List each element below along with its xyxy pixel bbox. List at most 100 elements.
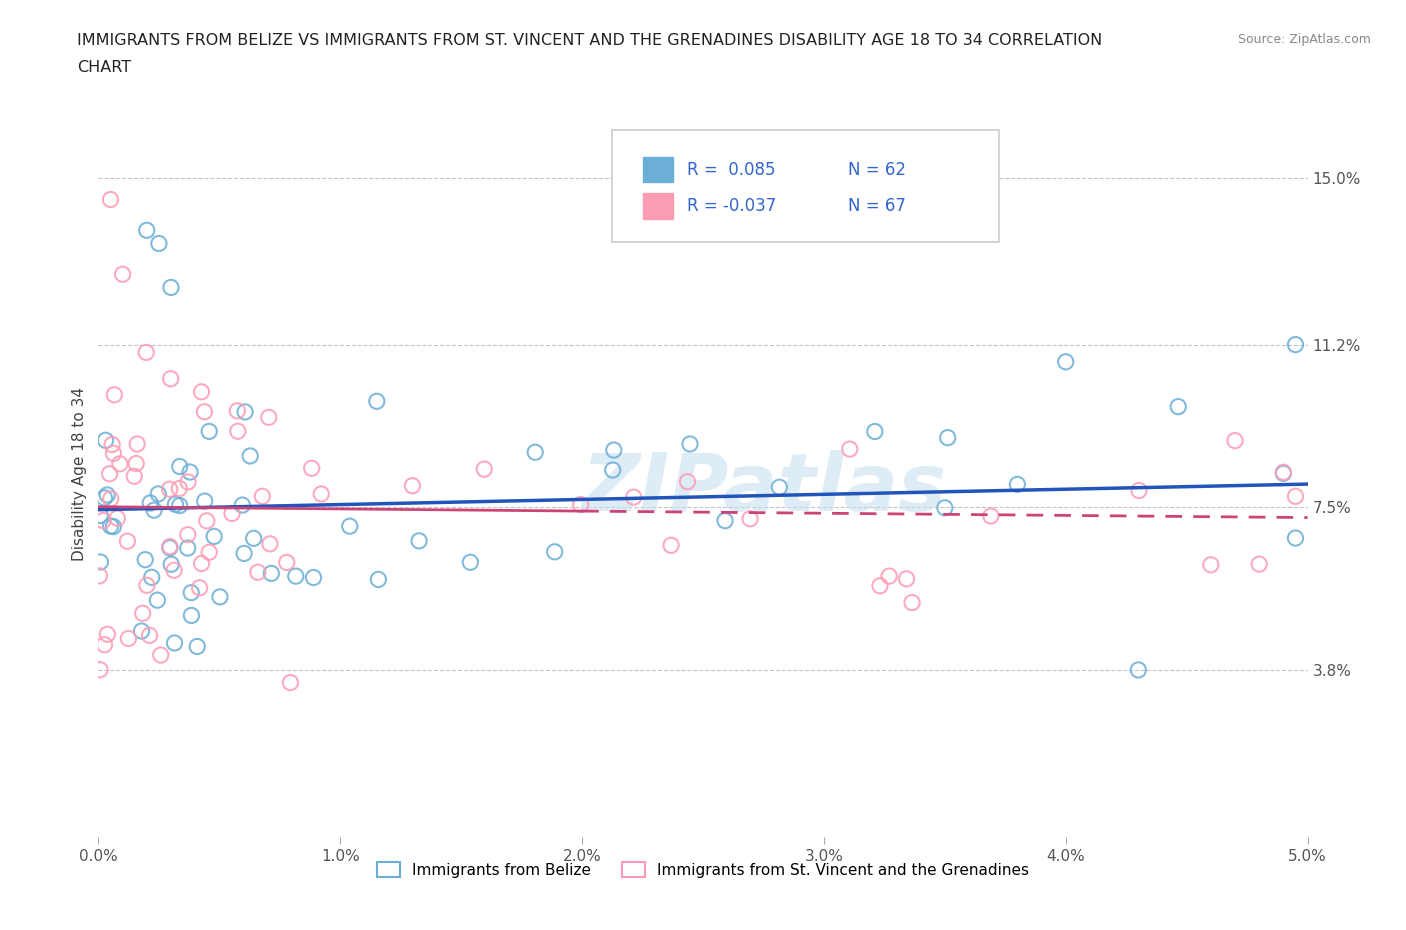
Point [838, 442, 860, 457]
Point [301, 460, 323, 475]
Point [1007, 477, 1029, 492]
Text: R = -0.037: R = -0.037 [688, 197, 776, 215]
Legend: Immigrants from Belize, Immigrants from St. Vincent and the Grenadines: Immigrants from Belize, Immigrants from … [371, 856, 1035, 884]
Point [231, 498, 253, 512]
Point [148, 236, 170, 251]
Point [901, 595, 924, 610]
Point [284, 568, 307, 583]
Point [246, 565, 269, 579]
Text: CHART: CHART [77, 60, 131, 75]
Point [93, 490, 115, 505]
Point [100, 491, 122, 506]
Point [280, 675, 302, 690]
Point [544, 544, 567, 559]
Point [103, 519, 125, 534]
Point [226, 404, 249, 418]
Point [96, 487, 118, 502]
Point [1167, 399, 1189, 414]
Point [1054, 354, 1077, 369]
Point [177, 527, 200, 542]
Text: R =  0.085: R = 0.085 [688, 161, 776, 179]
Point [1128, 662, 1150, 677]
Text: IMMIGRANTS FROM BELIZE VS IMMIGRANTS FROM ST. VINCENT AND THE GRENADINES DISABIL: IMMIGRANTS FROM BELIZE VS IMMIGRANTS FRO… [77, 33, 1102, 47]
Point [863, 424, 886, 439]
Text: ZIPatlas: ZIPatlas [581, 450, 946, 528]
Point [408, 534, 430, 549]
Text: N = 62: N = 62 [848, 161, 905, 179]
Point [659, 538, 682, 552]
Point [179, 465, 201, 480]
Point [221, 506, 243, 521]
Point [139, 496, 162, 511]
Point [1249, 557, 1271, 572]
Point [146, 592, 169, 607]
FancyBboxPatch shape [613, 130, 1000, 242]
Text: Source: ZipAtlas.com: Source: ZipAtlas.com [1237, 33, 1371, 46]
Point [302, 570, 325, 585]
Point [89, 568, 111, 583]
Point [877, 568, 900, 583]
Point [1199, 557, 1222, 572]
Point [1272, 465, 1295, 480]
Point [117, 534, 139, 549]
Point [159, 482, 181, 497]
Point [194, 494, 217, 509]
Point [169, 498, 191, 513]
Point [163, 563, 186, 578]
Point [339, 519, 361, 534]
Point [233, 405, 256, 419]
Point [252, 489, 274, 504]
Point [309, 486, 332, 501]
Point [190, 556, 212, 571]
Point [148, 486, 170, 501]
Bar [643, 157, 673, 182]
Point [160, 557, 183, 572]
Point [276, 555, 298, 570]
Point [98, 466, 121, 481]
Point [159, 371, 181, 386]
Point [101, 437, 124, 452]
Point [134, 552, 156, 567]
Point [180, 608, 202, 623]
Point [105, 511, 128, 525]
Point [143, 503, 166, 518]
Point [163, 635, 186, 650]
Point [260, 566, 283, 581]
Point [198, 545, 221, 560]
Point [195, 513, 218, 528]
Point [602, 462, 624, 477]
Point [111, 267, 134, 282]
Point [603, 443, 626, 458]
Point [569, 497, 592, 512]
Point [135, 223, 157, 238]
Point [193, 405, 215, 419]
Point [623, 490, 645, 505]
Point [259, 537, 281, 551]
Point [1284, 338, 1306, 352]
Point [208, 590, 231, 604]
Point [169, 481, 191, 496]
Point [239, 448, 262, 463]
Point [186, 639, 208, 654]
Point [159, 539, 181, 554]
Point [936, 431, 959, 445]
Point [165, 497, 187, 512]
Point [177, 474, 200, 489]
Point [131, 605, 153, 620]
Point [103, 387, 125, 402]
Point [1272, 466, 1295, 481]
Point [198, 424, 221, 439]
Point [124, 469, 146, 484]
Point [188, 580, 211, 595]
Y-axis label: Disability Age 18 to 34: Disability Age 18 to 34 [72, 387, 87, 562]
Point [202, 529, 225, 544]
Point [135, 578, 157, 592]
Point [401, 478, 423, 493]
Point [100, 193, 122, 207]
Point [149, 647, 172, 662]
Point [96, 627, 118, 642]
Bar [643, 193, 673, 219]
Point [169, 459, 191, 474]
Point [117, 631, 139, 646]
Point [1284, 489, 1306, 504]
